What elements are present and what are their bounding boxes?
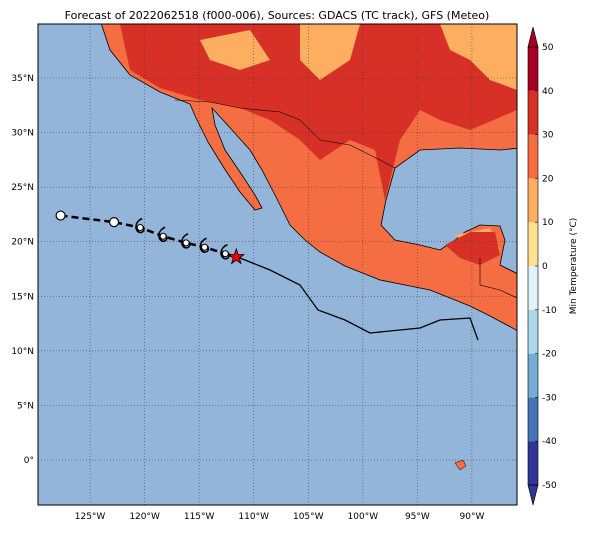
track-point	[108, 216, 120, 228]
track-point	[201, 243, 209, 251]
lat-tick-label: 15°N	[11, 292, 34, 302]
colorbar-extend	[527, 26, 539, 48]
colorbar-tick-label: -20	[542, 350, 557, 360]
colorbar-segment	[528, 397, 538, 442]
lat-tick-label: 0°	[24, 456, 34, 466]
track	[55, 210, 246, 265]
colorbar-tick-label: 20	[542, 174, 554, 184]
colorbar-tick-label: 0	[542, 262, 548, 272]
colorbar-tick-label: 40	[542, 87, 554, 97]
colorbar: -50 -40 -30 -20 -10 0 10 20 30 40 50	[527, 26, 557, 506]
grid	[38, 24, 517, 505]
lon-tick-label: 125°W	[75, 512, 106, 522]
map-area	[38, 24, 517, 505]
colorbar-segment	[528, 222, 538, 266]
colorbar-tick-label: -10	[542, 306, 557, 316]
cone-line	[239, 257, 479, 341]
colorbar-segment	[528, 47, 538, 91]
hot-zone	[445, 232, 500, 265]
track-point	[55, 210, 66, 221]
lat-tick-label: 5°N	[17, 401, 34, 411]
colorbar-tick-label: 10	[542, 218, 554, 228]
warm-zone	[200, 24, 517, 255]
current-position	[227, 247, 246, 265]
colorbar-tick-label: -30	[542, 393, 557, 403]
colorbar-extend	[527, 484, 539, 506]
colorbar-tick-label: -40	[542, 437, 557, 447]
lat-tick-label: 20°N	[11, 238, 34, 248]
lon-tick-label: 115°W	[184, 512, 215, 522]
track-point	[136, 224, 144, 232]
hot-zone	[120, 24, 517, 200]
lat-tick-label: 10°N	[11, 347, 34, 357]
colorbar-segment	[528, 178, 538, 223]
map-frame	[37, 23, 518, 506]
colorbar-segment	[528, 353, 538, 398]
lon-tick-label: 90°W	[460, 512, 485, 522]
colorbar-segment	[528, 441, 538, 485]
lon-tick-label: 105°W	[293, 512, 324, 522]
lon-tick-label: 110°W	[238, 512, 269, 522]
colorbar-segment	[528, 309, 538, 354]
lon-tick-label: 95°W	[405, 512, 430, 522]
lat-tick-label: 30°N	[11, 129, 34, 139]
colorbar-segment	[528, 266, 538, 310]
track-point	[221, 250, 229, 258]
colorbar-segment	[528, 134, 538, 179]
map-title: Forecast of 2022062518 (f000-006), Sourc…	[65, 9, 490, 22]
border	[174, 99, 517, 299]
ticks: 125°W 120°W 115°W 110°W 105°W 100°W 95°W 90°W 35…	[11, 74, 484, 522]
lon-tick-label: 120°W	[129, 512, 160, 522]
lat-tick-label: 25°N	[11, 183, 34, 193]
island	[454, 459, 467, 471]
colorbar-label: Min Temperature (°C)	[569, 218, 579, 315]
colorbar-segment	[528, 90, 538, 135]
colorbar-tick-label: 30	[542, 131, 554, 141]
colorbar-tick-label: -50	[542, 481, 557, 491]
track-point	[182, 239, 190, 247]
colorbar-tick-label: 50	[542, 43, 554, 53]
lon-tick-label: 100°W	[348, 512, 379, 522]
track-point	[159, 232, 167, 240]
lat-tick-label: 35°N	[11, 74, 34, 84]
